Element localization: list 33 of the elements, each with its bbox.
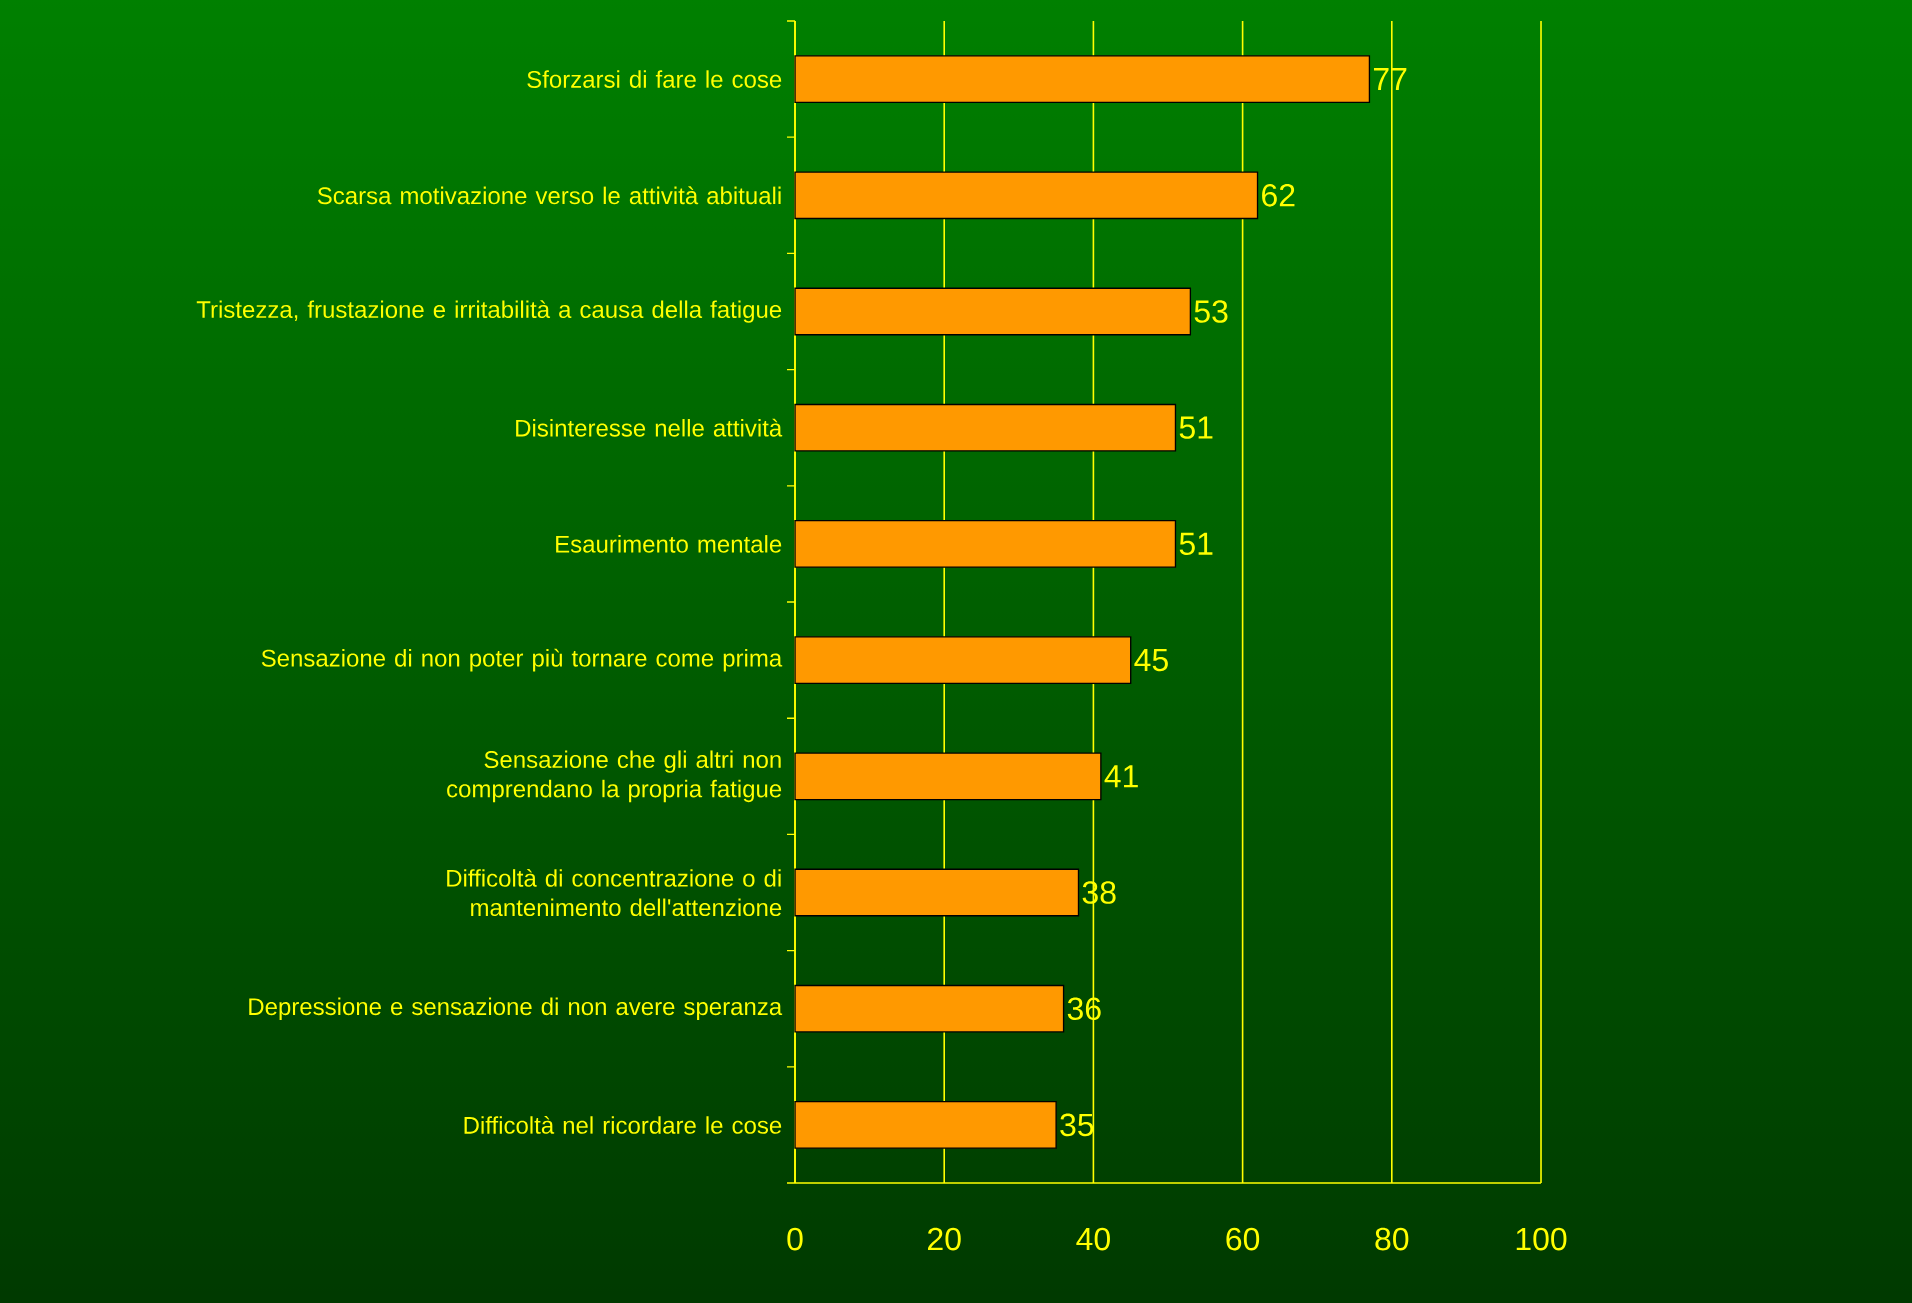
bar: [794, 868, 1080, 917]
y-tick-label: Sensazione di non poter più tornare come prima: [261, 648, 783, 672]
y-tick-label: Tristezza, frustazione e irritabilità a causa della fatigue: [196, 300, 782, 323]
x-tick-label: 40: [1076, 1227, 1110, 1251]
data-label: 53: [1194, 300, 1228, 323]
bar: [794, 287, 1192, 336]
bar: [794, 636, 1132, 685]
bar: [794, 984, 1065, 1033]
y-tick-label: Disinteresse nelle attività: [516, 418, 783, 437]
y-tick-label: Sensazione che gli altri non comprendano la propria fatigue: [447, 750, 782, 803]
y-tick-label: Scarsa motivazione verso le attività abituali: [317, 186, 781, 205]
y-tick-label: Difficoltà nel ricordare le cose: [464, 1115, 782, 1134]
bar: [794, 171, 1259, 220]
data-label: 51: [1179, 416, 1213, 439]
x-tick-label: 100: [1516, 1227, 1567, 1251]
bar: [794, 519, 1177, 568]
x-tick-label: 0: [787, 1227, 803, 1251]
bar: [794, 752, 1102, 801]
data-label: 62: [1262, 183, 1295, 207]
data-label: 41: [1104, 765, 1138, 788]
bar: [794, 55, 1371, 104]
y-tick-label: Esaurimento mentale: [556, 535, 782, 553]
data-label: 51: [1179, 532, 1213, 556]
y-tick-label: Difficoltà di concentrazione o di mantenimento dell'attenzione: [447, 868, 782, 917]
data-label: 45: [1134, 648, 1168, 672]
y-tick-label: Depressione e sensazione di non avere speranza: [249, 997, 783, 1020]
x-tick-label: 80: [1375, 1227, 1409, 1251]
y-tick-label: Sforzarsi di fare le cose: [527, 70, 782, 88]
bar: [794, 403, 1177, 452]
bar: [794, 1101, 1057, 1149]
data-label: 35: [1060, 1113, 1094, 1137]
x-tick-label: 20: [928, 1227, 961, 1251]
x-tick-label: 60: [1226, 1227, 1260, 1251]
